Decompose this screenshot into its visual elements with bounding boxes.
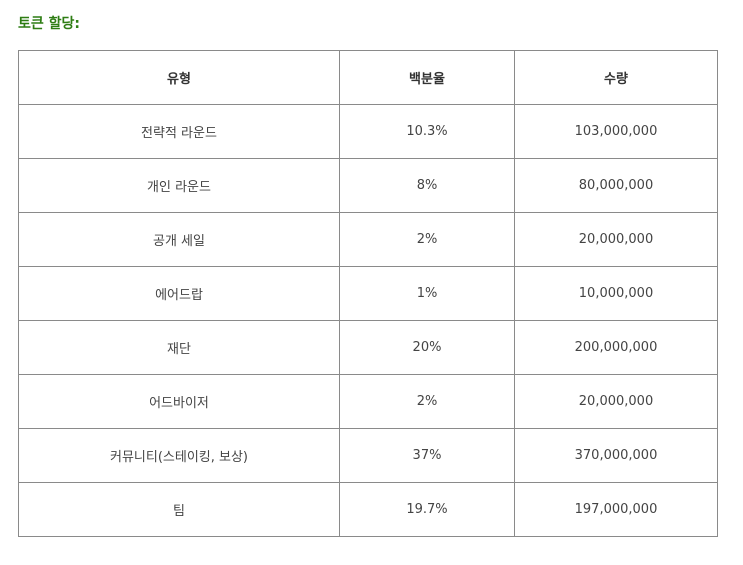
cell-amount: 370,000,000: [514, 428, 718, 483]
cell-type: 에어드랍: [18, 266, 340, 321]
token-allocation-table: 유형 백분율 수량 전략적 라운드 10.3% 103,000,000 개인 라…: [18, 50, 718, 537]
cell-type: 전략적 라운드: [18, 104, 340, 159]
cell-amount: 103,000,000: [514, 104, 718, 159]
cell-percentage: 10.3%: [339, 104, 515, 159]
header-percentage: 백분율: [339, 50, 515, 105]
cell-amount: 197,000,000: [514, 482, 718, 537]
cell-percentage: 19.7%: [339, 482, 515, 537]
cell-amount: 20,000,000: [514, 374, 718, 429]
cell-type: 재단: [18, 320, 340, 375]
cell-type: 커뮤니티(스테이킹, 보상): [18, 428, 340, 483]
table-row: 재단 20% 200,000,000: [18, 320, 718, 375]
table-header-row: 유형 백분율 수량: [18, 50, 718, 105]
section-heading: 토큰 할당:: [18, 16, 80, 32]
cell-amount: 20,000,000: [514, 212, 718, 267]
cell-type: 팀: [18, 482, 340, 537]
header-amount: 수량: [514, 50, 718, 105]
cell-percentage: 20%: [339, 320, 515, 375]
table-row: 어드바이저 2% 20,000,000: [18, 374, 718, 429]
table-row: 공개 세일 2% 20,000,000: [18, 212, 718, 267]
cell-percentage: 2%: [339, 374, 515, 429]
header-type: 유형: [18, 50, 340, 105]
table-row: 팀 19.7% 197,000,000: [18, 482, 718, 537]
table-row: 에어드랍 1% 10,000,000: [18, 266, 718, 321]
cell-type: 공개 세일: [18, 212, 340, 267]
table-row: 커뮤니티(스테이킹, 보상) 37% 370,000,000: [18, 428, 718, 483]
cell-type: 개인 라운드: [18, 158, 340, 213]
table-row: 전략적 라운드 10.3% 103,000,000: [18, 104, 718, 159]
cell-percentage: 1%: [339, 266, 515, 321]
cell-amount: 80,000,000: [514, 158, 718, 213]
cell-type: 어드바이저: [18, 374, 340, 429]
cell-amount: 10,000,000: [514, 266, 718, 321]
table-row: 개인 라운드 8% 80,000,000: [18, 158, 718, 213]
cell-amount: 200,000,000: [514, 320, 718, 375]
cell-percentage: 37%: [339, 428, 515, 483]
cell-percentage: 2%: [339, 212, 515, 267]
cell-percentage: 8%: [339, 158, 515, 213]
